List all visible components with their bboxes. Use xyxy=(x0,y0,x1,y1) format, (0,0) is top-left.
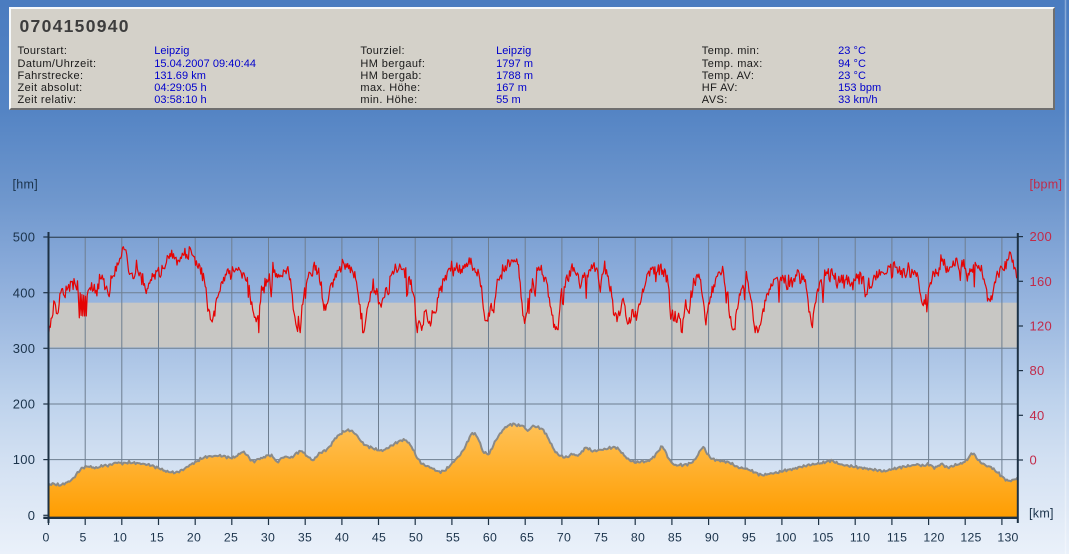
svg-text:30: 30 xyxy=(261,531,275,545)
svg-text:[hm]: [hm] xyxy=(13,178,39,192)
svg-text:105: 105 xyxy=(812,531,833,545)
svg-text:120: 120 xyxy=(1030,319,1053,334)
svg-text:500: 500 xyxy=(13,230,36,245)
svg-text:40: 40 xyxy=(1030,408,1045,423)
svg-text:55: 55 xyxy=(446,531,460,545)
svg-text:0: 0 xyxy=(28,508,36,523)
svg-text:[km]: [km] xyxy=(1029,507,1054,521)
svg-text:0: 0 xyxy=(1030,453,1038,468)
svg-text:100: 100 xyxy=(775,531,796,545)
svg-text:400: 400 xyxy=(13,285,36,300)
svg-text:80: 80 xyxy=(631,531,645,545)
svg-text:200: 200 xyxy=(1030,229,1053,244)
svg-text:120: 120 xyxy=(923,531,944,545)
svg-text:80: 80 xyxy=(1030,363,1045,378)
svg-text:95: 95 xyxy=(742,531,756,545)
svg-text:20: 20 xyxy=(187,531,201,545)
svg-text:[bpm]: [bpm] xyxy=(1030,178,1063,192)
svg-text:70: 70 xyxy=(557,531,571,545)
svg-text:65: 65 xyxy=(520,531,534,545)
svg-text:35: 35 xyxy=(298,531,312,545)
svg-text:160: 160 xyxy=(1030,274,1053,289)
svg-text:15: 15 xyxy=(150,531,164,545)
svg-text:5: 5 xyxy=(79,531,86,545)
svg-text:45: 45 xyxy=(372,531,386,545)
svg-text:130: 130 xyxy=(997,531,1018,545)
svg-text:85: 85 xyxy=(668,531,682,545)
svg-text:115: 115 xyxy=(887,531,907,545)
svg-text:75: 75 xyxy=(594,531,608,545)
svg-text:90: 90 xyxy=(705,531,719,545)
svg-text:40: 40 xyxy=(335,531,349,545)
svg-text:100: 100 xyxy=(13,452,36,467)
svg-text:300: 300 xyxy=(13,341,36,356)
svg-text:125: 125 xyxy=(960,531,981,545)
svg-text:10: 10 xyxy=(113,531,127,545)
svg-text:60: 60 xyxy=(483,531,497,545)
svg-text:200: 200 xyxy=(13,397,36,412)
svg-text:50: 50 xyxy=(409,531,423,545)
svg-text:0: 0 xyxy=(42,531,49,545)
svg-text:25: 25 xyxy=(224,531,238,545)
svg-text:110: 110 xyxy=(850,531,870,545)
